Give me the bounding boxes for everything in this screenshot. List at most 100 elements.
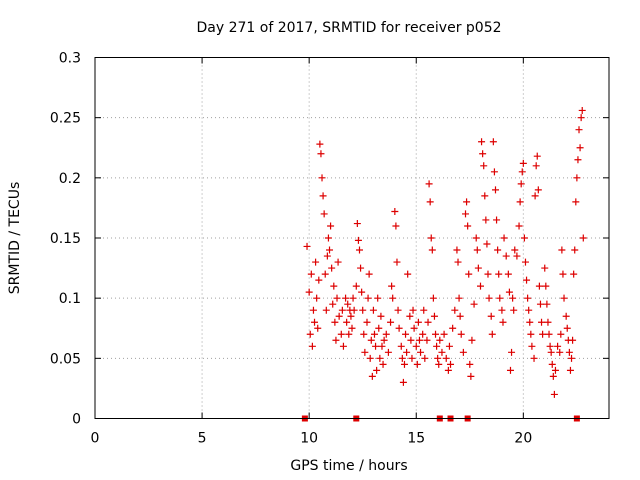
data-point [419,330,427,338]
data-point [444,366,452,374]
data-point [557,330,565,338]
data-point [320,210,328,218]
data-point [352,282,360,290]
data-point [318,174,326,182]
data-point [518,168,526,176]
data-point [482,216,490,224]
data-point [478,138,486,146]
x-tick-label: 0 [91,431,100,447]
data-point [338,306,346,314]
data-point [438,348,446,356]
data-point [562,312,570,320]
data-point [432,330,440,338]
y-tick-label: 0.15 [50,231,81,247]
data-point [414,318,422,326]
data-point [571,246,579,254]
data-point [566,366,574,374]
data-point [378,342,386,350]
data-point [380,336,388,344]
data-point [543,300,551,308]
data-point [513,252,521,260]
data-point [466,360,474,368]
data-point [366,354,374,362]
data-point [508,348,516,356]
data-point [459,348,467,356]
data-point [541,264,549,272]
data-point [536,300,544,308]
data-point [554,342,562,350]
data-point [479,150,487,158]
data-point [524,294,532,302]
data-point [313,294,321,302]
data-point [498,306,506,314]
data-point [303,242,311,250]
data-point [423,336,431,344]
data-point [568,354,576,362]
data-point [307,270,315,278]
data-point [403,348,411,356]
data-point [335,312,343,320]
data-point [392,222,400,230]
data-point [398,354,406,362]
data-point [314,324,322,332]
data-point [435,360,443,368]
data-point [353,220,361,228]
data-point [451,306,459,314]
data-point [574,156,582,164]
data-point [573,174,581,182]
data-point [402,330,410,338]
data-point [533,152,541,160]
data-point [535,282,543,290]
data-point [363,318,371,326]
data-point [400,360,408,368]
data-point [305,288,313,296]
data-point [556,348,564,356]
data-point [344,300,352,308]
data-point [312,258,320,266]
data-point [551,366,559,374]
data-point [326,246,334,254]
data-point [502,252,510,260]
data-point [457,330,465,338]
data-point [445,342,453,350]
data-point [549,372,557,380]
data-point [309,306,317,314]
data-point [467,372,475,380]
data-point [417,348,425,356]
data-point [393,258,401,266]
data-point [542,282,550,290]
data-point [408,354,416,362]
data-point [531,192,539,200]
data-point [360,330,368,338]
data-point [530,354,538,362]
data-point [306,330,314,338]
data-point [560,294,568,302]
y-tick-labels: 0 0.05 0.1 0.15 0.2 0.25 0.3 [50,51,81,428]
data-point [488,330,496,338]
data-point [370,330,378,338]
data-point [319,192,327,200]
data-point [578,106,586,114]
data-point [426,198,434,206]
y-tick-label: 0.25 [50,111,81,127]
data-point [436,336,444,344]
grid [95,57,609,419]
data-point [515,222,523,230]
data-point [415,336,423,344]
data-point [361,348,369,356]
data-point [547,348,555,356]
data-point [505,288,513,296]
data-point [523,276,531,284]
data-point [404,270,412,278]
data-point [412,342,420,350]
data-point [373,366,381,374]
data-point [395,324,403,332]
data-point [376,354,384,362]
data-point [546,342,554,350]
data-point [329,300,337,308]
data-point [349,294,357,302]
data-point [359,306,367,314]
data-point [462,210,470,218]
data-point [372,342,380,350]
